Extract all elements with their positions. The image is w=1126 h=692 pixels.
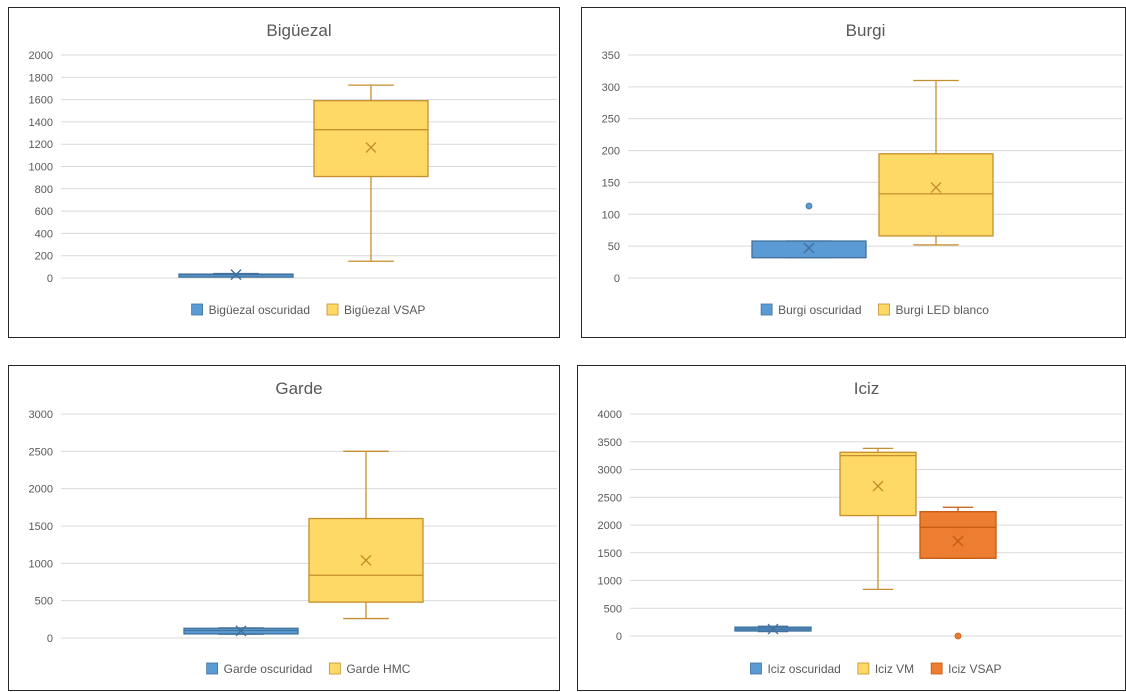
- y-tick-label: 350: [602, 50, 620, 62]
- legend-label: Burgi LED blanco: [895, 303, 989, 317]
- chart-title: Burgi: [846, 21, 886, 40]
- box-plot-1: [839, 447, 917, 591]
- y-tick-label: 1500: [29, 521, 53, 533]
- y-tick-label: 1200: [29, 139, 53, 151]
- legend-swatch: [326, 303, 339, 316]
- y-tick-label: 2500: [29, 446, 53, 458]
- legend-label: Garde HMC: [346, 662, 410, 676]
- mean-marker: [872, 480, 884, 492]
- legend-swatch: [760, 303, 773, 316]
- mean-marker: [930, 182, 942, 194]
- y-tick-label: 3000: [598, 465, 622, 477]
- box-iqr: [919, 511, 997, 559]
- box-plot-1: [878, 79, 994, 246]
- box-iqr: [878, 153, 994, 237]
- y-tick-label: 2500: [598, 492, 622, 504]
- y-tick-label: 600: [35, 206, 53, 218]
- y-tick-label: 0: [614, 273, 620, 285]
- outlier-point: [954, 632, 962, 640]
- mean-marker: [803, 242, 815, 254]
- y-tick-label: 0: [47, 273, 53, 285]
- outlier-point: [805, 202, 813, 210]
- y-tick-label: 1400: [29, 117, 53, 129]
- box-iqr: [313, 100, 429, 178]
- y-tick-label: 200: [35, 251, 53, 263]
- legend-label: Burgi oscuridad: [778, 303, 861, 317]
- legend-swatch: [328, 662, 341, 675]
- y-tick-label: 1000: [598, 576, 622, 588]
- legend-label: Iciz VM: [875, 662, 914, 676]
- chart-svg: Iciz 0 500 1000 1500 2000 2500 3000 3500 4000 Iciz…: [598, 379, 1123, 676]
- y-tick-label: 3000: [29, 409, 53, 421]
- chart-panel-iciz: Iciz 0 500 1000 1500 2000 2500 3000 3500 4000 Iciz…: [577, 365, 1126, 691]
- legend-swatch: [857, 662, 870, 675]
- legend-label: Iciz VSAP: [948, 662, 1001, 676]
- mean-marker: [360, 554, 372, 566]
- y-tick-label: 300: [602, 82, 620, 94]
- box-plot-0: [751, 202, 867, 259]
- box-iqr: [839, 451, 917, 517]
- y-tick-label: 800: [35, 184, 53, 196]
- legend-label: Bigüezal oscuridad: [209, 303, 310, 317]
- legend-swatch: [206, 662, 219, 675]
- y-tick-label: 200: [602, 146, 620, 158]
- y-tick-label: 3500: [598, 437, 622, 449]
- mean-marker: [235, 625, 247, 637]
- y-tick-label: 150: [602, 177, 620, 189]
- legend-label: Bigüezal VSAP: [344, 303, 425, 317]
- y-tick-label: 2000: [29, 50, 53, 62]
- chart-title: Bigüezal: [266, 21, 331, 40]
- legend-label: Iciz oscuridad: [767, 662, 840, 676]
- y-tick-label: 1000: [29, 162, 53, 174]
- y-tick-label: 1000: [29, 558, 53, 570]
- legend-swatch: [191, 303, 204, 316]
- chart-svg: Bigüezal 0 200 400 600 800 1000 1200 1400 1600 180…: [29, 21, 557, 317]
- box-plot-0: [178, 269, 294, 281]
- chart-title: Garde: [275, 379, 322, 398]
- box-plot-0: [734, 623, 812, 635]
- y-tick-label: 500: [35, 596, 53, 608]
- y-tick-label: 2000: [598, 520, 622, 532]
- y-tick-label: 100: [602, 209, 620, 221]
- chart-svg: Burgi 0 50 100 150 200 250 300 350 Burgi oscurida…: [602, 21, 1123, 317]
- box-plot-2: [919, 506, 997, 640]
- y-tick-label: 400: [35, 228, 53, 240]
- mean-marker: [952, 535, 964, 547]
- y-tick-label: 0: [47, 633, 53, 645]
- mean-marker: [767, 623, 779, 635]
- mean-marker: [365, 142, 377, 154]
- y-tick-label: 0: [616, 631, 622, 643]
- box-plot-0: [183, 625, 299, 637]
- y-tick-label: 4000: [598, 409, 622, 421]
- chart-panel-biguezal: Bigüezal 0 200 400 600 800 1000 1200 1400 1600 180…: [8, 7, 560, 338]
- chart-title: Iciz: [854, 379, 880, 398]
- legend-swatch: [750, 662, 762, 675]
- chart-panel-burgi: Burgi 0 50 100 150 200 250 300 350 Burgi oscurida…: [581, 7, 1126, 338]
- y-tick-label: 50: [608, 241, 620, 253]
- y-tick-label: 250: [602, 114, 620, 126]
- y-tick-label: 1600: [29, 95, 53, 107]
- box-plot-1: [313, 84, 429, 262]
- y-tick-label: 1800: [29, 72, 53, 84]
- box-iqr: [751, 240, 867, 259]
- chart-svg: Garde 0 500 1000 1500 2000 2500 3000 Garde oscur…: [29, 379, 557, 676]
- mean-marker: [230, 269, 242, 281]
- y-tick-label: 1500: [598, 548, 622, 560]
- y-tick-label: 500: [604, 603, 622, 615]
- chart-panel-garde: Garde 0 500 1000 1500 2000 2500 3000 Garde oscur…: [8, 365, 560, 691]
- legend-swatch: [930, 662, 943, 675]
- legend-label: Garde oscuridad: [224, 662, 313, 676]
- box-plot-1: [308, 450, 424, 620]
- legend-swatch: [878, 303, 890, 316]
- y-tick-label: 2000: [29, 484, 53, 496]
